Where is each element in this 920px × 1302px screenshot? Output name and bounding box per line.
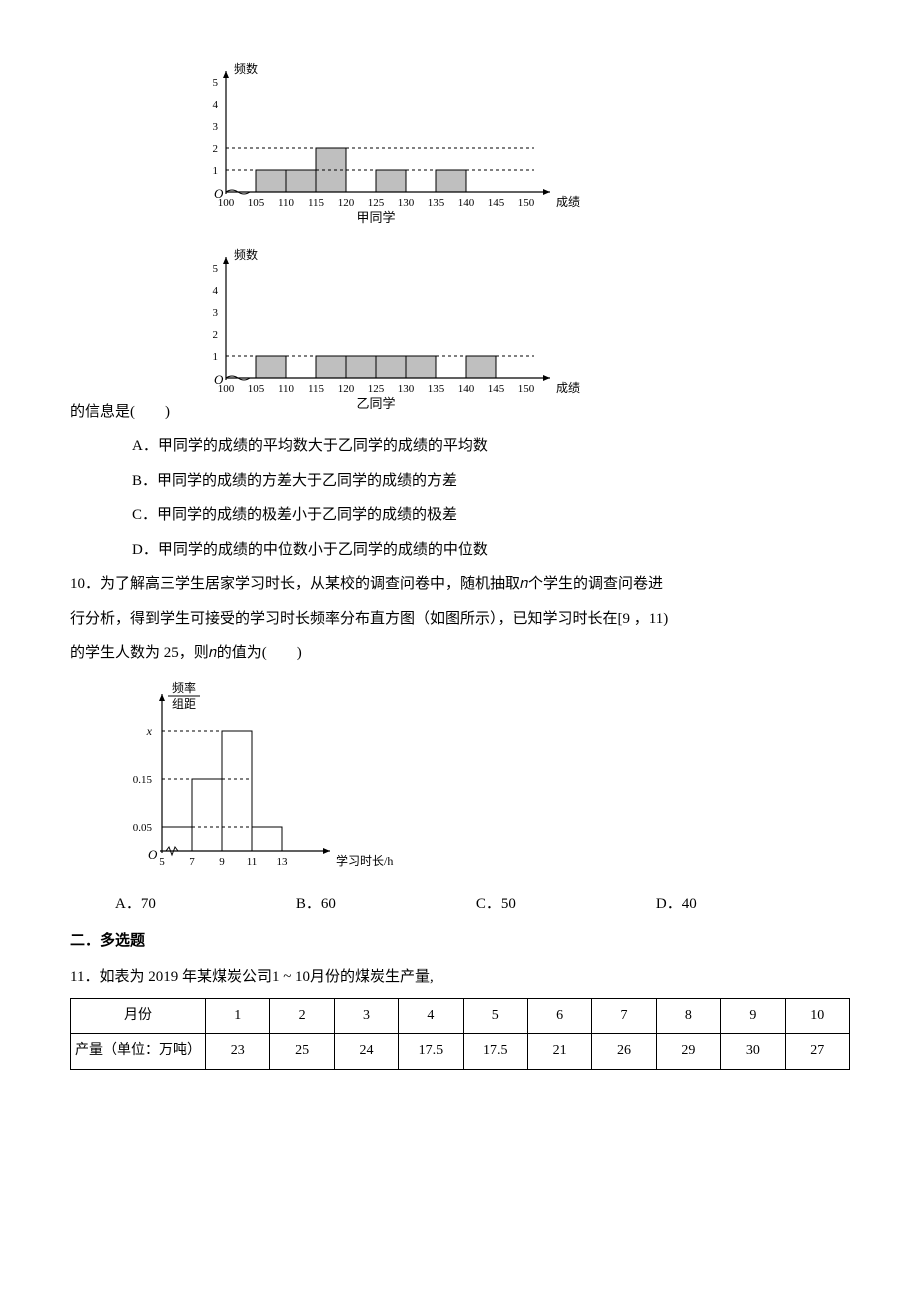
svg-text:0.05: 0.05 [133,822,153,834]
svg-text:成绩: 成绩 [556,381,580,395]
q10-option-b: B．60 [296,890,336,919]
svg-text:120: 120 [338,197,355,209]
svg-text:学习时长/h: 学习时长/h [336,853,393,868]
q10-line3: 的学生人数为 25，则𝑛的值为( ) [70,639,850,668]
svg-text:110: 110 [278,197,295,209]
svg-text:130: 130 [398,383,415,395]
svg-text:115: 115 [308,197,325,209]
q9-option-a: A．甲同学的成绩的平均数大于乙同学的成绩的平均数 [132,432,850,461]
svg-text:x: x [146,724,153,738]
q10-option-d: D．40 [656,890,697,919]
svg-text:组距: 组距 [172,697,196,711]
svg-text:4: 4 [213,99,219,111]
svg-text:130: 130 [398,197,415,209]
svg-text:140: 140 [458,383,475,395]
svg-text:150: 150 [518,197,535,209]
svg-text:13: 13 [277,856,289,868]
svg-text:11: 11 [247,856,258,868]
svg-text:9: 9 [219,856,225,868]
svg-text:135: 135 [428,383,445,395]
svg-text:频数: 频数 [234,247,258,262]
chart-jia: 10010511011512012513013514014515012345成绩… [178,52,598,234]
q10-option-c: C．50 [476,890,516,919]
q10-line2: 行分析，得到学生可接受的学习时长频率分布直方图（如图所示），已知学习时长在[9 … [70,605,850,634]
q10-line1: 10．为了解高三学生居家学习时长，从某校的调查问卷中，随机抽取𝑛个学生的调查问卷… [70,570,850,599]
svg-text:0.15: 0.15 [133,774,153,786]
svg-text:1: 1 [213,165,219,177]
svg-text:3: 3 [213,307,219,319]
svg-text:成绩: 成绩 [556,195,580,209]
q9-option-d: D．甲同学的成绩的中位数小于乙同学的成绩的中位数 [132,536,850,565]
svg-text:110: 110 [278,383,295,395]
q10-histogram: 5 7 9 11 13 0.05 0.15 x 频率组距学习时长/h O [100,676,400,876]
svg-text:7: 7 [189,856,195,868]
svg-text:3: 3 [213,121,219,133]
svg-text:频数: 频数 [234,61,258,76]
svg-text:甲同学: 甲同学 [356,210,395,225]
q10-option-a: A．70 [115,890,156,919]
q9-option-b: B．甲同学的成绩的方差大于乙同学的成绩的方差 [132,467,850,496]
q11-text: 11．如表为 2019 年某煤炭公司1 ~ 10月份的煤炭生产量, [70,963,850,992]
svg-text:5: 5 [159,856,165,868]
svg-text:乙同学: 乙同学 [356,396,395,411]
svg-text:120: 120 [338,383,355,395]
svg-text:5: 5 [213,77,219,89]
svg-text:145: 145 [488,197,505,209]
svg-text:105: 105 [248,383,265,395]
svg-text:5: 5 [213,263,219,275]
svg-text:2: 2 [213,143,219,155]
svg-text:135: 135 [428,197,445,209]
svg-text:4: 4 [213,285,219,297]
svg-text:140: 140 [458,197,475,209]
svg-text:105: 105 [248,197,265,209]
svg-text:125: 125 [368,383,385,395]
chart-yi: 10010511011512012513013514014515012345成绩… [178,238,598,420]
svg-text:1: 1 [213,351,219,363]
svg-text:145: 145 [488,383,505,395]
svg-text:150: 150 [518,383,535,395]
svg-text:O: O [214,186,224,201]
q9-option-c: C．甲同学的成绩的极差小于乙同学的成绩的极差 [132,501,850,530]
svg-text:2: 2 [213,329,219,341]
svg-text:频率: 频率 [172,680,196,695]
svg-text:125: 125 [368,197,385,209]
section-2-heading: 二．多选题 [70,927,850,956]
q11-table: 月份12345678910产量（单位：万吨）23252417.517.52126… [70,998,850,1070]
svg-text:115: 115 [308,383,325,395]
svg-text:O: O [214,372,224,387]
q9-fragment: 的信息是( ) [70,398,170,427]
svg-text:O: O [148,847,158,862]
